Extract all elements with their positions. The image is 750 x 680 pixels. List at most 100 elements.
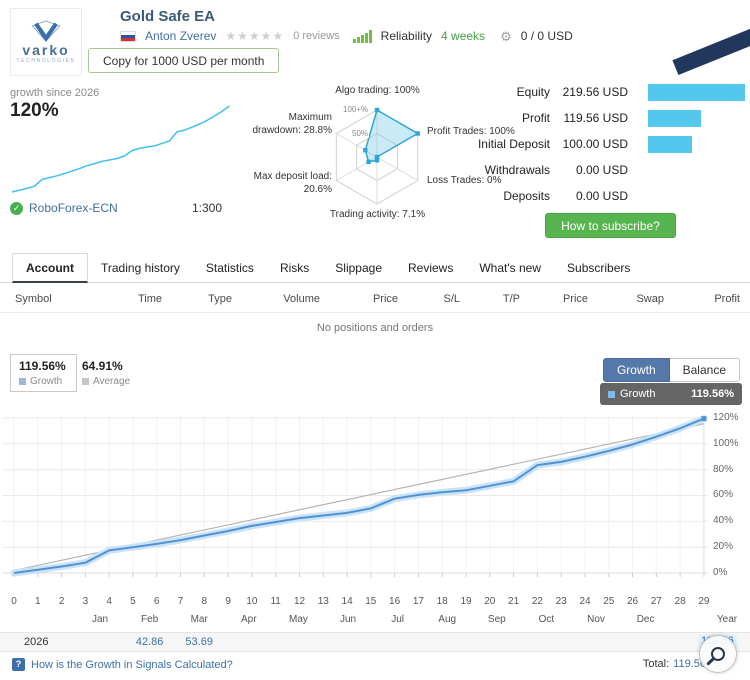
stat-value: 219.56 USD (562, 85, 628, 99)
monthly-growth-value-mar[interactable]: 53.69 (185, 636, 213, 648)
stat-value: 0.00 USD (575, 189, 628, 203)
day-label: 20 (484, 596, 496, 607)
month-label-aug: Aug (438, 614, 457, 625)
column-header-price[interactable]: Price (562, 293, 588, 305)
column-header-symbol[interactable]: Symbol (15, 293, 52, 305)
x-axis-month-labels: Jan Feb Mar Apr May Jun Jul Aug Sep Oct Nov Dec Year (0, 614, 750, 628)
stat-row: Initial Deposit 100.00 USD (460, 131, 750, 157)
tab-subscribers[interactable]: Subscribers (567, 260, 631, 275)
rating-stars[interactable]: ★★★★★ (225, 30, 284, 42)
average-stat-box[interactable]: 64.91% Average (82, 359, 130, 387)
broker-link[interactable]: RoboForex-ECN (29, 201, 118, 215)
tab-what-s-new[interactable]: What's new (479, 260, 542, 275)
year-label: 2026 (24, 636, 49, 648)
growth-stat-box[interactable]: 119.56% Growth (10, 354, 77, 392)
tab-risks[interactable]: Risks (279, 260, 310, 275)
growth-percent: 119.56% (19, 359, 66, 373)
help-icon: ? (12, 658, 25, 671)
average-series-label: Average (93, 376, 131, 387)
zoom-button[interactable] (699, 635, 737, 673)
day-label: 28 (674, 596, 686, 607)
day-label: 13 (317, 596, 329, 607)
y-axis-label: 80% (713, 463, 734, 475)
stat-label: Equity (516, 85, 550, 99)
column-header-time[interactable]: Time (137, 293, 162, 305)
day-label: 8 (201, 596, 208, 607)
growth-bullet-icon (19, 378, 26, 385)
stat-value: 0.00 USD (575, 163, 628, 177)
growth-sparkline-chart (11, 105, 230, 193)
day-label: 7 (177, 596, 184, 607)
growth-series-label: Growth (30, 376, 63, 387)
month-label-dec: Dec (636, 614, 655, 625)
monthly-growth-value-feb[interactable]: 42.86 (135, 636, 164, 648)
radar-ring-label-100: 100+% (342, 105, 370, 114)
y-axis-label: 60% (713, 489, 734, 501)
total-value: 119.56 (673, 658, 706, 670)
radar-ring-label-50: 50% (351, 129, 370, 138)
day-label: 2 (58, 596, 65, 607)
growth-chart[interactable]: 0% 20% 40% 60% 80% 100% 120% (0, 396, 750, 594)
reliability-label: Reliability (380, 29, 433, 43)
column-header-type[interactable]: Type (208, 293, 232, 305)
page-title: Gold Safe EA (120, 8, 216, 25)
tab-statistics[interactable]: Statistics (205, 260, 254, 275)
stat-row: Profit 119.56 USD (460, 105, 750, 131)
leverage-value: 1:300 (191, 201, 222, 215)
day-label: 4 (106, 596, 112, 607)
column-header-s-l[interactable]: S/L (443, 293, 460, 305)
month-label-may: May (288, 614, 308, 625)
star-icon: ★ (237, 29, 249, 43)
day-label: 29 (698, 596, 710, 607)
reviews-count[interactable]: 0 reviews (293, 30, 340, 42)
column-header-swap[interactable]: Swap (636, 293, 664, 305)
author-link[interactable]: Anton Zverev (145, 29, 217, 43)
month-label-oct: Oct (538, 614, 555, 625)
tab-slippage[interactable]: Slippage (335, 260, 382, 275)
growth-since-label: growth since 2026 (10, 87, 100, 99)
day-label: 11 (270, 596, 281, 607)
column-header-t-p[interactable]: T/P (502, 293, 520, 305)
signal-meta-row: Anton Zverev ★★★★★ 0 reviews Reliability… (120, 29, 573, 43)
how-to-subscribe-button[interactable]: How to subscribe? (545, 213, 676, 238)
chart-tooltip: Growth 119.56% (600, 383, 742, 405)
tooltip-value: 119.56% (691, 388, 734, 400)
column-header-price[interactable]: Price (372, 293, 398, 305)
growth-calculation-link[interactable]: How is the Growth in Signals Calculated? (31, 658, 233, 671)
year-axis-label: Year (716, 614, 738, 625)
varko-logo[interactable]: varko TECHNOLOGIES (10, 8, 82, 76)
varko-v-icon (31, 20, 61, 42)
growth-toggle-button[interactable]: Growth (602, 358, 670, 382)
magnifier-icon (711, 647, 725, 661)
radar-axis-label-max-deposit-load: Max deposit load: 20.6% (253, 171, 332, 195)
stat-label: Withdrawals (484, 163, 550, 177)
column-header-volume[interactable]: Volume (283, 293, 320, 305)
tab-trading-history[interactable]: Trading history (101, 260, 180, 275)
verified-check-icon: ✓ (10, 201, 23, 215)
day-label: 14 (341, 596, 353, 607)
stat-bar (648, 109, 701, 127)
day-label: 18 (436, 596, 448, 607)
day-label: 21 (508, 596, 520, 607)
day-label: 16 (389, 596, 401, 607)
tab-reviews[interactable]: Reviews (408, 260, 454, 275)
balance-toggle-button[interactable]: Balance (669, 358, 740, 382)
month-label-feb: Feb (140, 614, 159, 625)
reliability-bars-icon (352, 29, 372, 43)
positions-table-header: Symbol Time Type Volume Price S/L T/P Price Swap… (0, 284, 750, 313)
column-header-profit[interactable]: Profit (714, 293, 740, 305)
month-label-jan: Jan (91, 614, 109, 625)
signal-quality-radar-chart: Algo trading: 100% Profit Trades: 100% L… (250, 85, 520, 230)
day-label: 19 (460, 596, 472, 607)
month-label-apr: Apr (241, 614, 257, 625)
day-label: 0 (11, 596, 17, 607)
copy-button[interactable]: Copy for 1000 USD per month (88, 48, 280, 73)
month-label-jul: Jul (391, 614, 404, 625)
stat-value: 100.00 USD (562, 137, 628, 151)
tab-account[interactable]: Account (12, 253, 88, 283)
radar-axis-label-trading-activity: Trading activity: 7.1% (329, 209, 426, 220)
stat-label: Deposits (503, 189, 550, 203)
gear-icon: ⚙ (500, 28, 512, 44)
day-label: 25 (603, 596, 615, 607)
